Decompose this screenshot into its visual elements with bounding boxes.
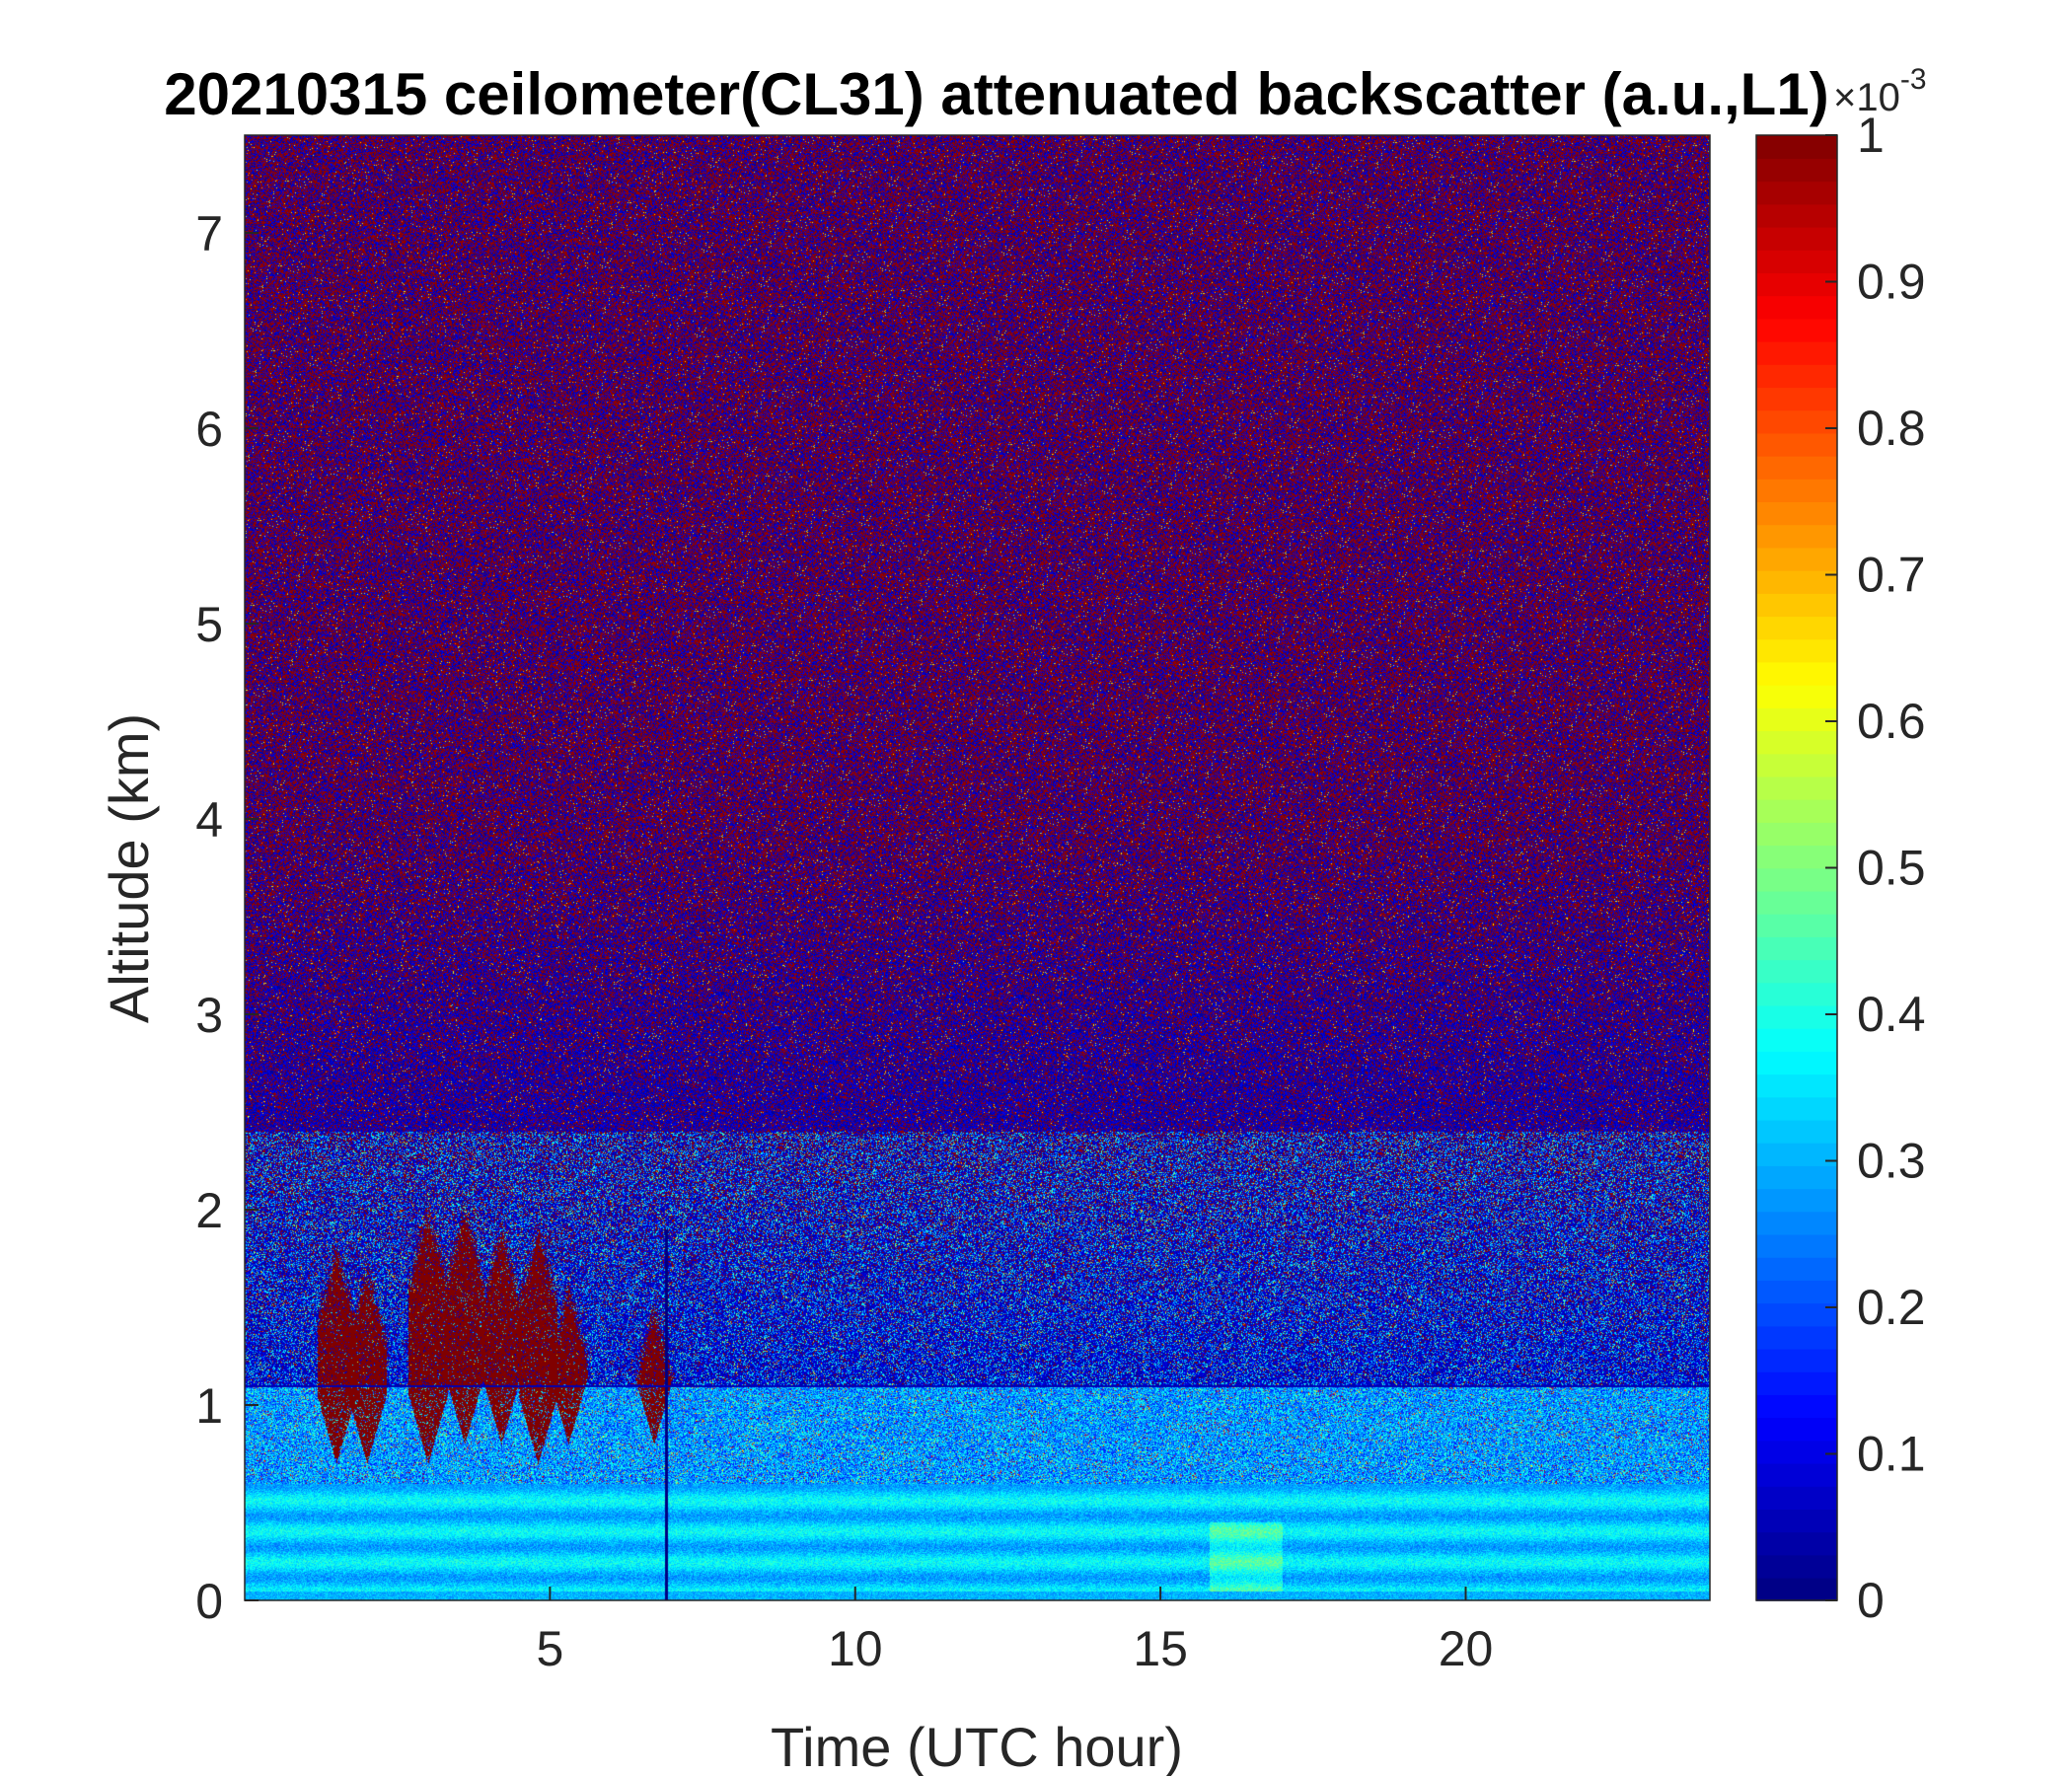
colorbar-segment xyxy=(1756,1577,1837,1601)
y-tick-label: 2 xyxy=(195,1183,223,1238)
colorbar-segment xyxy=(1756,1073,1837,1098)
colorbar-segment xyxy=(1756,295,1837,320)
colorbar-segment xyxy=(1756,479,1837,503)
plot-frame xyxy=(244,134,1711,1601)
colorbar-segment xyxy=(1756,936,1837,961)
colorbar-tick-label: 0.8 xyxy=(1857,401,1926,456)
colorbar-tick-label: 1 xyxy=(1857,108,1885,163)
colorbar-segment xyxy=(1756,890,1837,915)
colorbar-segment xyxy=(1756,432,1837,457)
colorbar-segment xyxy=(1756,547,1837,571)
colorbar-segment xyxy=(1756,1348,1837,1372)
colorbar-segment xyxy=(1756,776,1837,800)
y-tick-label: 7 xyxy=(195,206,223,261)
colorbar-segment xyxy=(1756,387,1837,411)
colorbar-segment xyxy=(1756,1509,1837,1533)
colorbar-segment xyxy=(1756,730,1837,755)
colorbar-segment xyxy=(1756,318,1837,342)
colorbar-segment xyxy=(1756,1370,1837,1395)
colorbar-segment xyxy=(1756,616,1837,640)
colorbar-segment xyxy=(1756,845,1837,869)
colorbar-tick-label: 0.4 xyxy=(1857,987,1926,1042)
colorbar-segment xyxy=(1756,1280,1837,1304)
heatmap-image xyxy=(245,135,1710,1600)
colorbar-segment xyxy=(1756,1394,1837,1419)
colorbar-segment xyxy=(1756,798,1837,823)
colorbar-tick-label: 0.7 xyxy=(1857,548,1926,603)
colorbar-segment xyxy=(1756,340,1837,365)
colorbar-segment xyxy=(1756,501,1837,526)
colorbar-tick-label: 0 xyxy=(1857,1573,1885,1628)
colorbar-segment xyxy=(1756,1531,1837,1556)
colorbar-segment xyxy=(1756,1211,1837,1235)
x-tick-label: 20 xyxy=(1439,1621,1494,1676)
colorbar-segment xyxy=(1756,569,1837,594)
colorbar-segment xyxy=(1756,1485,1837,1510)
chart-title: 20210315 ceilometer(CL31) attenuated bac… xyxy=(164,61,1828,127)
y-tick-label: 1 xyxy=(195,1378,223,1434)
colorbar-tick-label: 0.6 xyxy=(1857,694,1926,749)
colorbar-segment xyxy=(1756,913,1837,937)
colorbar-segment xyxy=(1756,1096,1837,1121)
x-tick-label: 5 xyxy=(536,1621,563,1676)
colorbar-segment xyxy=(1756,822,1837,847)
colorbar-segment xyxy=(1756,364,1837,389)
colorbar-segment xyxy=(1756,1233,1837,1258)
plot-area: 5 10 15 20 0 1 2 3 4 5 6 7 xyxy=(195,134,1711,1676)
colorbar-segment xyxy=(1756,135,1837,160)
y-tick-label: 5 xyxy=(195,597,223,652)
colorbar: 0 0.1 0.2 0.3 0.4 0.5 0.6 0.7 0.8 0.9 1 xyxy=(1755,108,1926,1628)
colorbar-tick-label: 0.3 xyxy=(1857,1134,1926,1189)
colorbar-segment xyxy=(1756,638,1837,663)
y-axis-label: Altitude (km) xyxy=(98,713,160,1023)
y-tick-label: 3 xyxy=(195,988,223,1043)
y-tick-label: 6 xyxy=(195,402,223,457)
colorbar-segment xyxy=(1756,181,1837,205)
colorbar-segment xyxy=(1756,1004,1837,1029)
colorbar-segment xyxy=(1756,1165,1837,1190)
x-tick-label: 10 xyxy=(828,1621,883,1676)
colorbar-segment xyxy=(1756,1142,1837,1166)
colorbar-segment xyxy=(1756,661,1837,686)
colorbar-segment xyxy=(1756,203,1837,228)
colorbar-segment xyxy=(1756,1188,1837,1213)
colorbar-segment xyxy=(1756,158,1837,183)
heatmap-canvas xyxy=(245,135,1710,1600)
colorbar-segment xyxy=(1756,455,1837,480)
colorbar-segment xyxy=(1756,1302,1837,1327)
colorbar-segment xyxy=(1756,409,1837,434)
colorbar-segment xyxy=(1756,753,1837,777)
colorbar-segment xyxy=(1756,524,1837,549)
colorbar-segment xyxy=(1756,1554,1837,1579)
colorbar-segment xyxy=(1756,1256,1837,1281)
colorbar-segment xyxy=(1756,867,1837,892)
colorbar-segment xyxy=(1756,1027,1837,1052)
colorbar-segment xyxy=(1756,1119,1837,1144)
colorbar-segment xyxy=(1756,1440,1837,1464)
colorbar-segment xyxy=(1756,684,1837,708)
colorbar-segment xyxy=(1756,1325,1837,1350)
colorbar-tick-label: 0.2 xyxy=(1857,1280,1926,1335)
colorbar-tick-label: 0.9 xyxy=(1857,255,1926,310)
colorbar-segment xyxy=(1756,707,1837,732)
colorbar-segment xyxy=(1756,1417,1837,1442)
colorbar-segment xyxy=(1756,1051,1837,1075)
colorbar-segment xyxy=(1756,959,1837,984)
colorbar-segment xyxy=(1756,982,1837,1006)
colorbar-segment xyxy=(1756,593,1837,618)
colorbar-segment xyxy=(1756,272,1837,297)
colorbar-tick-label: 0.1 xyxy=(1857,1427,1926,1482)
colorbar-exponent-label: ×10-3 xyxy=(1833,63,1927,119)
y-tick-label: 0 xyxy=(195,1574,223,1629)
x-axis-label: Time (UTC hour) xyxy=(771,1716,1183,1776)
x-tick-label: 15 xyxy=(1133,1621,1188,1676)
y-tick-label: 4 xyxy=(195,792,223,848)
colorbar-tick-label: 0.5 xyxy=(1857,841,1926,896)
colorbar-segment xyxy=(1756,1462,1837,1487)
colorbar-segment xyxy=(1756,226,1837,251)
colorbar-segment xyxy=(1756,250,1837,274)
